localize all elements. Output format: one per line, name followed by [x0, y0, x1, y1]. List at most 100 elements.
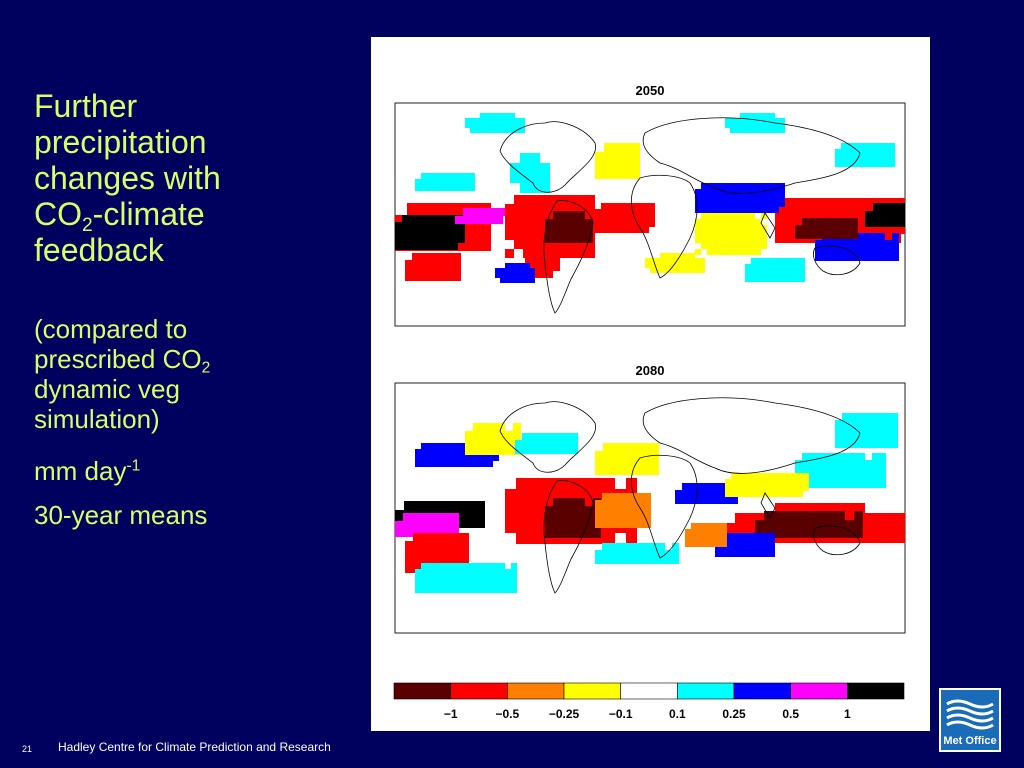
anomaly-cell — [569, 219, 577, 227]
anomaly-cell — [660, 253, 665, 258]
anomaly-cell — [835, 149, 841, 155]
anomaly-cell — [775, 276, 781, 282]
anomaly-cell — [403, 529, 411, 537]
anomaly-cell — [853, 155, 859, 161]
anomaly-cell — [878, 247, 885, 254]
anomaly-cell — [505, 222, 514, 231]
anomaly-cell — [457, 575, 463, 581]
anomaly-cell — [433, 575, 439, 581]
anomaly-cell — [538, 500, 549, 511]
anomaly-cell — [493, 581, 499, 587]
anomaly-cell — [872, 453, 879, 460]
anomaly-cell — [650, 258, 655, 263]
anomaly-cell — [499, 581, 505, 587]
anomaly-cell — [510, 268, 515, 273]
anomaly-cell — [532, 204, 541, 213]
anomaly-cell — [643, 443, 651, 451]
anomaly-cell — [765, 113, 770, 118]
anomaly-cell — [467, 239, 479, 251]
colour-scale-tick-label: −0.1 — [609, 707, 633, 721]
anomaly-cell — [658, 557, 665, 564]
anomaly-cell — [546, 264, 553, 271]
anomaly-cell — [761, 189, 767, 195]
anomaly-cell — [743, 201, 749, 207]
anomaly-cell — [791, 511, 800, 520]
anomaly-cell — [601, 221, 607, 227]
anomaly-cell — [847, 143, 853, 149]
anomaly-cell — [735, 513, 745, 523]
anomaly-cell — [809, 460, 816, 467]
anomaly-cell — [847, 161, 853, 167]
anomaly-cell — [837, 467, 844, 474]
anomaly-cell — [884, 413, 891, 420]
anomaly-cell — [809, 481, 816, 488]
anomaly-cell — [637, 227, 643, 233]
anomaly-cell — [901, 198, 905, 207]
anomaly-cell — [630, 493, 637, 500]
anomaly-cell — [543, 433, 550, 440]
met-office-waves-icon — [946, 699, 994, 730]
anomaly-cell — [473, 431, 481, 439]
anomaly-cell — [713, 243, 719, 249]
anomaly-cell — [635, 443, 643, 451]
anomaly-cell — [479, 227, 491, 239]
anomaly-cell — [480, 113, 485, 118]
anomaly-cell — [595, 170, 604, 179]
anomaly-cell — [697, 535, 703, 541]
anomaly-cell — [443, 521, 451, 529]
anomaly-cell — [713, 213, 719, 219]
anomaly-cell — [458, 222, 465, 229]
anomaly-cell — [859, 143, 865, 149]
anomaly-cell — [643, 451, 651, 459]
anomaly-cell — [413, 549, 421, 557]
anomaly-cell — [538, 478, 549, 489]
anomaly-cell — [815, 254, 822, 261]
anomaly-cell — [769, 539, 775, 545]
anomaly-cell — [433, 443, 439, 449]
anomaly-cell — [743, 249, 749, 255]
anomaly-cell — [691, 529, 697, 535]
anomaly-cell — [856, 207, 865, 216]
anomaly-cell — [467, 510, 476, 519]
anomaly-cell — [439, 569, 445, 575]
colour-scale-segment — [620, 682, 678, 700]
anomaly-cell — [757, 545, 763, 551]
anomaly-cell — [871, 247, 878, 254]
anomaly-cell — [515, 118, 520, 123]
anomaly-cell — [602, 507, 609, 514]
anomaly-cell — [515, 263, 520, 268]
colour-scale-tick-label: 1 — [844, 707, 851, 721]
anomaly-cell — [623, 550, 630, 557]
anomaly-cell — [816, 232, 823, 239]
anomaly-cell — [430, 215, 437, 222]
anomaly-cell — [743, 195, 749, 201]
anomaly-cell — [541, 195, 550, 204]
anomaly-cell — [793, 207, 802, 216]
anomaly-cell — [703, 497, 710, 504]
anomaly-cell — [737, 201, 743, 207]
anomaly-cell — [802, 232, 809, 239]
anomaly-cell — [725, 201, 731, 207]
anomaly-cell — [895, 523, 905, 533]
anomaly-cell — [739, 545, 745, 551]
anomaly-cell — [689, 483, 696, 490]
anomaly-cell — [495, 123, 500, 128]
anomaly-cell — [830, 453, 837, 460]
anomaly-cell — [797, 491, 803, 497]
anomaly-cell — [883, 198, 892, 207]
anomaly-cell — [403, 513, 411, 521]
anomaly-cell — [604, 152, 613, 161]
anomaly-cell — [430, 229, 437, 236]
anomaly-cell — [770, 118, 775, 123]
anomaly-cell — [451, 173, 457, 179]
anomaly-cell — [675, 263, 680, 268]
anomaly-cell — [779, 195, 785, 201]
anomaly-cell — [481, 581, 487, 587]
anomaly-cell — [865, 211, 873, 219]
anomaly-cell — [423, 215, 430, 222]
anomaly-cell — [487, 587, 493, 593]
anomaly-cell — [451, 179, 457, 185]
anomaly-cell — [851, 467, 858, 474]
anomaly-cell — [421, 587, 427, 593]
anomaly-cell — [413, 501, 422, 510]
